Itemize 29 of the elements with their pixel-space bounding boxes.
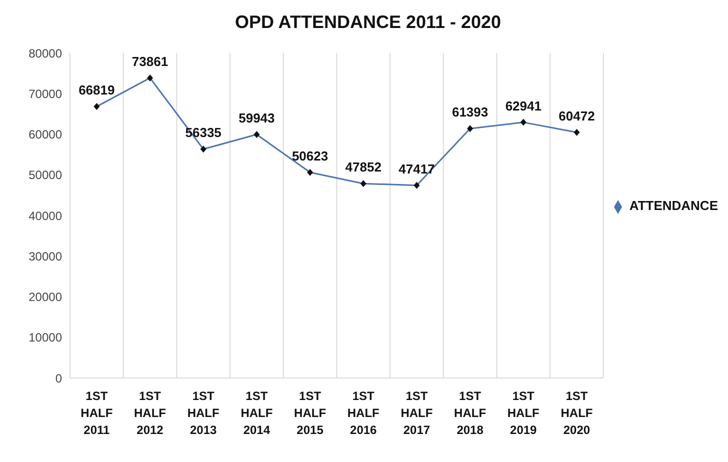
y-tick-label: 80000 [28,46,62,60]
y-tick-label: 30000 [28,249,62,264]
data-label: 60472 [558,108,595,124]
data-label: 50623 [292,148,328,164]
y-tick-label: 0 [55,371,62,386]
x-tick-label: 1ST HALF 2014 [240,389,273,437]
data-label: 61393 [452,104,488,120]
y-tick-label: 20000 [28,290,62,304]
data-label: 73861 [132,54,168,69]
x-tick-label: 1ST HALF 2020 [560,389,593,437]
chart-title: OPD ATTENDANCE 2011 - 2020 [234,12,502,33]
x-tick-label: 1ST HALF 2016 [347,389,380,437]
x-tick-label: 1ST HALF 2019 [507,389,540,437]
y-tick-label: 70000 [28,86,62,101]
x-tick-label: 1ST HALF 2013 [187,389,220,437]
data-label: 62941 [505,98,542,114]
legend-label: ATTENDANCE [629,198,718,213]
x-tick-label: 1ST HALF 2017 [400,389,433,437]
y-tick-label: 40000 [28,208,62,223]
data-label: 59943 [238,110,275,126]
y-tick-label: 60000 [28,128,62,142]
y-tick-label: 50000 [28,168,62,182]
data-label: 66819 [78,82,115,98]
x-tick-label: 1ST HALF 2012 [134,389,166,437]
x-tick-label: 1ST HALF 2011 [80,389,113,437]
data-label: 47852 [345,160,382,175]
x-tick-label: 1ST HALF 2018 [454,389,486,437]
x-tick-label: 1ST HALF 2015 [294,389,326,437]
y-tick-label: 10000 [28,330,62,345]
